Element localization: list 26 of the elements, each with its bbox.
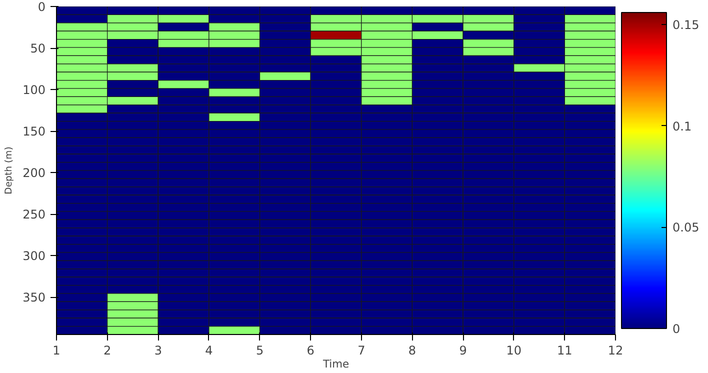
color-bar-label: 0 xyxy=(672,322,680,336)
x-tick-label: 8 xyxy=(408,344,416,358)
x-tick-label: 10 xyxy=(506,344,522,358)
x-tick-label: 5 xyxy=(256,344,264,358)
y-tick-label: 100 xyxy=(22,83,46,98)
x-tick-label: 12 xyxy=(608,344,624,358)
y-axis-title: Depth (m) xyxy=(4,146,15,194)
x-axis-title: Time xyxy=(322,358,350,370)
color-bar-label: 0.05 xyxy=(672,220,700,235)
y-tick-label: 300 xyxy=(22,249,46,264)
x-tick-label: 2 xyxy=(104,344,112,358)
y-tick-label: 200 xyxy=(22,166,46,180)
color-bar-label: 0.15 xyxy=(672,18,700,32)
x-tick-label: 1 xyxy=(52,344,60,358)
x-tick-label: 4 xyxy=(205,344,213,358)
y-tick-label: 350 xyxy=(22,290,46,305)
y-tick-label: 50 xyxy=(30,42,46,56)
x-tick-label: 9 xyxy=(459,344,467,358)
y-tick-label: 0 xyxy=(38,0,46,14)
y-tick-label: 250 xyxy=(22,208,46,222)
y-tick-label: 150 xyxy=(22,124,46,139)
x-tick-label: 6 xyxy=(306,344,314,358)
x-tick-label: 3 xyxy=(154,344,162,358)
x-tick-label: 11 xyxy=(557,344,572,358)
x-tick-label: 7 xyxy=(358,344,366,358)
color-bar-label: 0.1 xyxy=(672,119,692,134)
